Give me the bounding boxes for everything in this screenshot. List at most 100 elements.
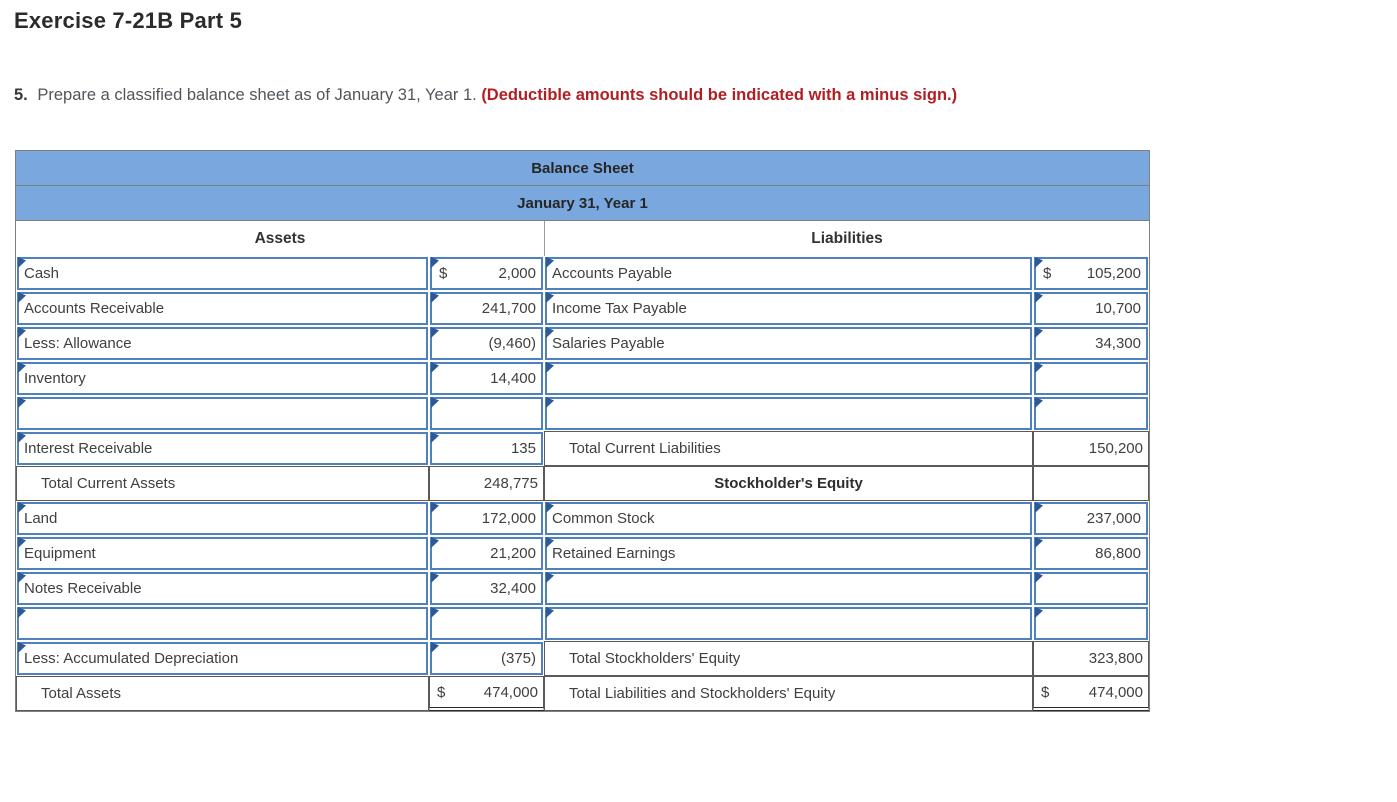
equity-amount-input-retained-earnings[interactable]: 86,800 [1034,537,1148,570]
cell-amount: 105,200 [1086,265,1141,282]
asset-label-input-blank[interactable] [17,607,428,640]
liability-label-input-income-tax-payable[interactable]: Income Tax Payable [545,292,1032,325]
equity-label-input-retained-earnings[interactable]: Retained Earnings [545,537,1032,570]
asset-label-input-less-accumulated-depreciation[interactable]: Less: Accumulated Depreciation [17,642,428,675]
input-marker-icon [431,432,439,443]
cell-amount: 14,400 [490,370,536,387]
asset-amount-input-accounts-receivable[interactable]: 241,700 [430,292,543,325]
liability-amount-input-income-tax-payable[interactable]: 10,700 [1034,292,1148,325]
asset-amount-input-land[interactable]: 172,000 [430,502,543,535]
liabilities-header: Liabilities [544,221,1149,256]
equity-amount-input-blank[interactable] [1034,607,1148,640]
asset-label-input-land[interactable]: Land [17,502,428,535]
input-marker-icon [431,292,439,303]
table-row: Interest Receivable 135 Total Current Li… [16,431,1149,466]
asset-amount-input-cash[interactable]: $2,000 [430,257,543,290]
input-marker-icon [431,502,439,513]
asset-amount-input-less-accumulated-depreciation[interactable]: (375) [430,642,543,675]
liability-amount-input-blank[interactable] [1034,397,1148,430]
input-marker-icon [546,397,554,408]
column-headers-row: Assets Liabilities [16,221,1149,256]
table-row: Total Assets $474,000 Total Liabilities … [16,676,1149,711]
cell-text: Stockholder's Equity [714,475,863,492]
cell-text: Total Current Liabilities [569,440,721,457]
asset-label-input-interest-receivable[interactable]: Interest Receivable [17,432,428,465]
liability-amount-input-blank[interactable] [1034,362,1148,395]
asset-label-input-equipment[interactable]: Equipment [17,537,428,570]
input-marker-icon [431,572,439,583]
table-row: Equipment 21,200 Retained Earnings 86,80… [16,536,1149,571]
total-liabilities-and-equity-amount: $474,000 [1033,676,1149,711]
instruction: 5. Prepare a classified balance sheet as… [14,86,957,105]
asset-amount-input-equipment[interactable]: 21,200 [430,537,543,570]
asset-label-input-accounts-receivable[interactable]: Accounts Receivable [17,292,428,325]
asset-label-input-inventory[interactable]: Inventory [17,362,428,395]
equity-label-input-common-stock[interactable]: Common Stock [545,502,1032,535]
equity-amount-input-blank[interactable] [1034,572,1148,605]
page-title: Exercise 7-21B Part 5 [14,8,243,33]
input-marker-icon [18,327,26,338]
table-row: Cash $2,000 Accounts Payable $105,200 [16,256,1149,291]
cell-amount: 10,700 [1095,300,1141,317]
cell-amount: 135 [510,440,536,457]
total-stockholders-equity-label: Total Stockholders' Equity [544,641,1033,676]
total-stockholders-equity-amount: 323,800 [1033,641,1149,676]
balance-sheet-table: Balance Sheet January 31, Year 1 Assets … [15,150,1150,712]
liability-amount-input-salaries-payable[interactable]: 34,300 [1034,327,1148,360]
equity-label-input-blank[interactable] [545,607,1032,640]
liability-label-input-accounts-payable[interactable]: Accounts Payable [545,257,1032,290]
cell-amount: 474,000 [1088,683,1143,701]
cell-amount: (375) [500,650,536,667]
asset-amount-input-less-allowance[interactable]: (9,460) [430,327,543,360]
total-assets-amount: $474,000 [429,676,544,711]
liability-label-input-salaries-payable[interactable]: Salaries Payable [545,327,1032,360]
asset-amount-input-notes-receivable[interactable]: 32,400 [430,572,543,605]
assets-header: Assets [254,229,306,247]
asset-amount-input-inventory[interactable]: 14,400 [430,362,543,395]
cell-text: Total Stockholders' Equity [569,650,741,667]
equity-amount-input-common-stock[interactable]: 237,000 [1034,502,1148,535]
cell-amount: 474,000 [483,683,538,701]
input-marker-icon [18,537,26,548]
asset-label-input-notes-receivable[interactable]: Notes Receivable [17,572,428,605]
cell-amount: 248,775 [483,475,538,492]
cell-text: Total Assets [41,685,122,702]
cell-text: Retained Earnings [552,545,676,562]
liability-label-input-blank[interactable] [545,362,1032,395]
input-marker-icon [1035,607,1043,618]
cell-amount: 21,200 [490,545,536,562]
cell-amount: 172,000 [481,510,536,527]
liability-label-input-blank[interactable] [545,397,1032,430]
cell-amount: 241,700 [481,300,536,317]
input-marker-icon [431,607,439,618]
asset-amount-input-blank[interactable] [430,607,543,640]
input-marker-icon [18,432,26,443]
total-liabilities-and-equity-label: Total Liabilities and Stockholders' Equi… [544,676,1033,711]
cell-text: Inventory [24,370,86,387]
liability-amount-input-accounts-payable[interactable]: $105,200 [1034,257,1148,290]
input-marker-icon [18,292,26,303]
cell-text: Salaries Payable [552,335,665,352]
asset-amount-input-interest-receivable[interactable]: 135 [430,432,543,465]
asset-label-input-less-allowance[interactable]: Less: Allowance [17,327,428,360]
asset-label-input-cash[interactable]: Cash [17,257,428,290]
currency-symbol: $ [437,683,446,701]
equity-label-input-blank[interactable] [545,572,1032,605]
instruction-warning: (Deductible amounts should be indicated … [481,86,958,104]
table-title: Balance Sheet [531,159,634,177]
input-marker-icon [546,362,554,373]
cell-amount: 323,800 [1088,650,1143,667]
cell-text: Interest Receivable [24,440,153,457]
currency-symbol: $ [439,265,448,282]
cell-text: Equipment [24,545,96,562]
stockholders-equity-section-header: Stockholder's Equity [544,466,1033,501]
asset-amount-input-blank[interactable] [430,397,543,430]
total-current-liabilities-label: Total Current Liabilities [544,431,1033,466]
input-marker-icon [546,257,554,268]
table-row: Accounts Receivable 241,700 Income Tax P… [16,291,1149,326]
table-row: Less: Allowance (9,460) Salaries Payable… [16,326,1149,361]
table-row: Less: Accumulated Depreciation (375) Tot… [16,641,1149,676]
asset-label-input-blank[interactable] [17,397,428,430]
input-marker-icon [431,327,439,338]
instruction-number: 5. [14,86,28,104]
